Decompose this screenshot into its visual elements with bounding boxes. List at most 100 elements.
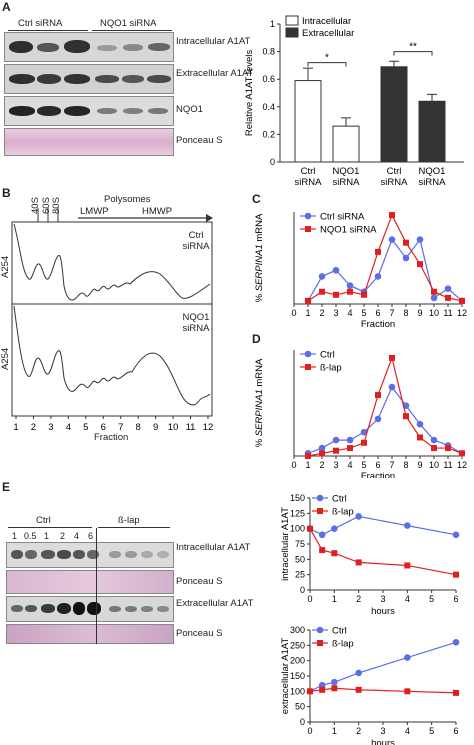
trace-nqo1-sirna [13,305,211,406]
x-label: hours [371,606,395,617]
legend-label: Ctrl [332,494,347,505]
xtick-label: 3 [380,726,385,736]
legend-marker [305,364,311,370]
series-point [404,562,411,569]
xtick-label: 2 [319,460,324,470]
series-point [333,291,339,298]
series-point [417,261,423,268]
x-label: hours [371,738,395,745]
series-point [453,689,459,696]
series-point [331,525,338,532]
e-blot-intracellular [6,542,174,568]
a-ytick-label: 0.2 [262,129,275,139]
legend-label: ß-lap [320,363,342,374]
ytick-label: 100 [290,686,305,696]
xtick-label: 12 [457,308,467,318]
xtick-label: 11 [443,308,452,318]
series-point [445,445,451,452]
y-label: extracellular A1AT [280,638,291,715]
xtick-label: 8 [403,460,408,470]
legend-marker [317,640,323,646]
x-label: Fraction [361,471,395,478]
series-point [444,285,452,292]
peak-label-40s: 40S [30,197,41,214]
series-point [332,266,340,274]
b-xtick-label: 4 [66,422,71,433]
b-xtick-label: 12 [203,422,214,433]
series-point [452,531,460,539]
xtick-label: 1 [332,726,337,736]
series-point [346,436,354,444]
series-point [402,254,410,262]
b-xtick-label: 10 [168,422,179,433]
xtick-label: 0 [291,308,296,318]
panel-e-label: E [2,480,11,494]
series-point [347,288,353,295]
legend-label: Ctrl [320,350,335,361]
ctrl-header-line [8,30,88,31]
series-point [431,288,437,295]
a-xtick-label-2: siRNA [419,177,447,188]
a-xtick-label-1: Ctrl [387,166,402,177]
e-label-intracellular: Intracellular A1AT [176,542,251,553]
a-ytick-label: 0.8 [262,47,275,57]
xtick-label: 0 [307,726,312,736]
e-blot-extracellular [6,596,174,622]
xtick-label: 3 [333,460,338,470]
legend-label: ß-lap [332,507,354,518]
series-point [307,525,313,532]
ytick-label: 250 [290,640,305,650]
y-label: intracellular A1AT [280,507,291,581]
xtick-label: 0 [307,594,312,604]
y-label-part: % [254,436,265,447]
series-point [375,392,381,399]
series-point [331,678,338,686]
series-point [452,638,460,646]
b-xtick-label: 2 [31,422,36,433]
a-sig-label: * [325,53,329,64]
xtick-label: 9 [417,308,422,318]
a-bar [380,66,408,163]
series-point [375,248,381,255]
a-ytick-label: 0.4 [262,102,275,112]
ytick-label: 50 [295,554,305,564]
series-point [347,445,353,452]
series-point [318,444,326,452]
nqo1-header-line [92,30,172,31]
series-point [319,450,325,457]
a-xtick-label-1: NQO1 [333,166,360,177]
a254-label-bottom: A254 [0,347,11,370]
series-point [361,439,367,446]
xtick-label: 2 [319,308,324,318]
polysomes-arrow-head [206,214,213,222]
series-point [346,282,354,289]
series-point [305,453,311,459]
b-xtick-label: 11 [186,422,196,433]
trace-ctrl-label: Ctrl siRNA [182,230,210,252]
series-point [355,513,362,520]
panel-b-label: B [2,186,11,200]
panel-d-label: D [252,332,261,346]
series-point [445,294,451,301]
y-label-gene: SERPINA1 [254,242,265,292]
xtick-label: 11 [443,460,452,470]
ytick-label: 0 [300,717,305,727]
legend-label: NQO1 siRNA [320,225,377,236]
series-point [404,688,411,695]
xtick-label: 4 [405,726,410,736]
xtick-label: 6 [453,594,458,604]
series-point [361,291,367,298]
label-intracellular-a1at: Intracellular A1AT [176,36,251,47]
blot-intracellular-a1at [4,32,174,62]
series-point [431,445,437,452]
polysomes-label: Polysomes [104,194,151,205]
xtick-label: 2 [356,594,361,604]
e-blot-ponceau-1 [6,570,174,594]
ytick-label: 200 [290,656,305,666]
y-label-part: mRNA [254,213,265,242]
e-blot-ponceau-2 [6,624,174,644]
legend-label: Ctrl siRNA [320,212,365,223]
ytick-label: 125 [290,508,305,518]
